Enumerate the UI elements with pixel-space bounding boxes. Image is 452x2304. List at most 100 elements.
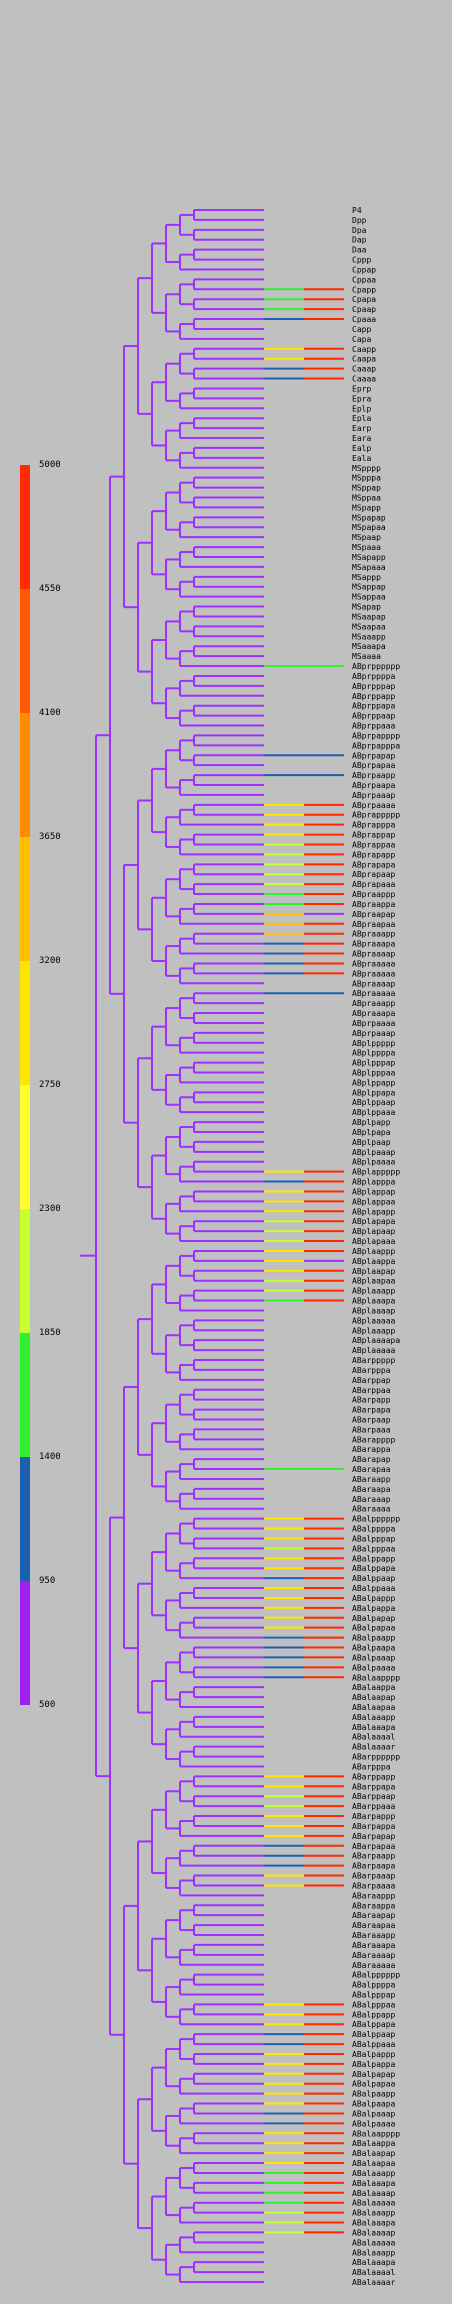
leaf-label: ABpraapap xyxy=(352,910,396,919)
leaf-label: ABprppppa xyxy=(352,672,396,681)
leaf-label: ABalaappa xyxy=(352,1683,396,1692)
leaf-label: ABarapaa xyxy=(352,1465,391,1474)
leaf-label: ABplapaaa xyxy=(352,1237,396,1246)
leaf-label: ABarppapa xyxy=(352,1782,396,1791)
leaf-label: ABprapapp xyxy=(352,850,396,859)
leaf-label: ABalpaaap xyxy=(352,2109,396,2118)
leaf-label: MSpapaa xyxy=(352,523,386,532)
leaf-label: ABpraaaap xyxy=(352,979,396,988)
leaf-label: ABalaappa xyxy=(352,2139,396,2148)
leaf-label: Caaap xyxy=(352,365,376,374)
leaf-label: MSpppa xyxy=(352,474,381,483)
leaf-label: ABplppaaa xyxy=(352,1108,396,1117)
leaf-label: ABalaaapa xyxy=(352,2219,396,2228)
colorbar-tick-label: 3200 xyxy=(39,956,61,966)
leaf-label: ABalpppppp xyxy=(352,1515,400,1524)
leaf-label: ABalaaapp xyxy=(352,1713,396,1722)
leaf-label: ABplapppa xyxy=(352,1178,396,1187)
leaf-label: ABalpaaap xyxy=(352,1653,396,1662)
leaf-label: ABprpapppp xyxy=(352,731,400,740)
leaf-label: ABprapapa xyxy=(352,860,396,869)
leaf-label: ABalppaap xyxy=(352,1574,396,1583)
leaf-label: ABaraapa xyxy=(352,1485,391,1494)
leaf-label: MSaapaa xyxy=(352,622,386,631)
leaf-label: ABarpaaaa xyxy=(352,1881,396,1890)
leaf-label: ABarpaap xyxy=(352,1415,391,1424)
leaf-label: ABalpppap xyxy=(352,1990,396,1999)
colorbar-tick-label: 3650 xyxy=(39,832,61,842)
leaf-label: ABprppapp xyxy=(352,692,396,701)
leaf-label: ABprappaa xyxy=(352,840,396,849)
leaf-label: ABplaappp xyxy=(352,1247,396,1256)
leaf-label: ABarpappa xyxy=(352,1822,396,1831)
leaf-label: ABprpapppa xyxy=(352,741,400,750)
colorbar-band xyxy=(20,465,30,589)
leaf-label: Eala xyxy=(352,454,371,463)
colorbar-band xyxy=(20,589,30,713)
leaf-label: ABalaaaap xyxy=(352,2228,396,2237)
leaf-label: ABalpapaa xyxy=(352,1624,396,1633)
leaf-label: Dpp xyxy=(352,216,367,225)
leaf-label: ABalpappp xyxy=(352,1594,396,1603)
leaf-label: MSapaaa xyxy=(352,563,386,572)
leaf-label: ABarpaapp xyxy=(352,1852,396,1861)
leaf-label: ABpraappp xyxy=(352,890,396,899)
leaf-label: ABarppap xyxy=(352,1376,391,1385)
colorbar-band xyxy=(20,1333,30,1457)
leaf-label: ABarppaaa xyxy=(352,1802,396,1811)
leaf-label: ABalppaaa xyxy=(352,1584,396,1593)
leaf-label: MSpppp xyxy=(352,464,381,473)
leaf-label: ABaraaaap xyxy=(352,1951,396,1960)
leaf-label: ABplaaaaa xyxy=(352,1346,396,1355)
leaf-label: ABplpppaa xyxy=(352,1069,396,1078)
leaf-label: ABalaaaal xyxy=(352,1733,396,1742)
leaf-label: ABalpappa xyxy=(352,1604,396,1613)
leaf-label: ABalppapa xyxy=(352,1564,396,1573)
leaf-label: ABaraaaa xyxy=(352,1505,391,1514)
leaf-label: ABplaaaapa xyxy=(352,1336,400,1345)
leaf-label: P4 xyxy=(352,206,362,215)
leaf-label: Eara xyxy=(352,434,371,443)
leaf-label: ABpraaaaa xyxy=(352,969,396,978)
leaf-label: ABalpppaa xyxy=(352,1544,396,1553)
leaf-label: ABalppapa xyxy=(352,2020,396,2029)
leaf-label: ABpraaapp xyxy=(352,930,396,939)
leaf-label: ABprapppa xyxy=(352,821,396,830)
leaf-label: ABpraappa xyxy=(352,900,396,909)
colorbar-band xyxy=(20,713,30,837)
leaf-label: ABplppppa xyxy=(352,1049,396,1058)
leaf-label: ABarpapaa xyxy=(352,1842,396,1851)
leaf-label: ABalaapppp xyxy=(352,1673,400,1682)
leaf-label: ABalppapp xyxy=(352,1554,396,1563)
leaf-label: ABprpapap xyxy=(352,751,396,760)
leaf-label: Cpaaa xyxy=(352,315,376,324)
leaf-label: ABarppapp xyxy=(352,1772,396,1781)
leaf-label: ABarpaaap xyxy=(352,1872,396,1881)
leaf-label: MSpapp xyxy=(352,503,381,512)
colorbar-band xyxy=(20,837,30,961)
colorbar-tick-label: 4550 xyxy=(39,584,61,594)
colorbar-band xyxy=(20,1581,30,1705)
leaf-label: ABalpapaa xyxy=(352,2080,396,2089)
colorbar-tick-label: 5000 xyxy=(39,460,61,470)
leaf-label: ABpraaapp xyxy=(352,999,396,1008)
leaf-label: Cpaap xyxy=(352,305,376,314)
leaf-label: ABalaaapp xyxy=(352,2248,396,2257)
leaf-label: Cpapa xyxy=(352,295,376,304)
leaf-label: ABplaaaaa xyxy=(352,1316,396,1325)
leaf-label: ABprpaaaa xyxy=(352,1019,396,1028)
colorbar-tick-label: 4100 xyxy=(39,708,61,718)
leaf-label: ABplppaap xyxy=(352,1098,396,1107)
leaf-label: Capa xyxy=(352,335,371,344)
leaf-label: ABalaaaap xyxy=(352,2189,396,2198)
leaf-label: ABplappaa xyxy=(352,1197,396,1206)
colorbar-band xyxy=(20,1085,30,1209)
leaf-label: ABprpaapa xyxy=(352,781,396,790)
leaf-label: MSaaapa xyxy=(352,642,386,651)
leaf-label: ABalpapap xyxy=(352,1614,396,1623)
leaf-label: Dpa xyxy=(352,226,367,235)
leaf-label: ABarapppp xyxy=(352,1435,396,1444)
leaf-label: ABarpaapa xyxy=(352,1862,396,1871)
leaf-label: ABarppaa xyxy=(352,1386,391,1395)
leaf-label: MSapap xyxy=(352,603,381,612)
